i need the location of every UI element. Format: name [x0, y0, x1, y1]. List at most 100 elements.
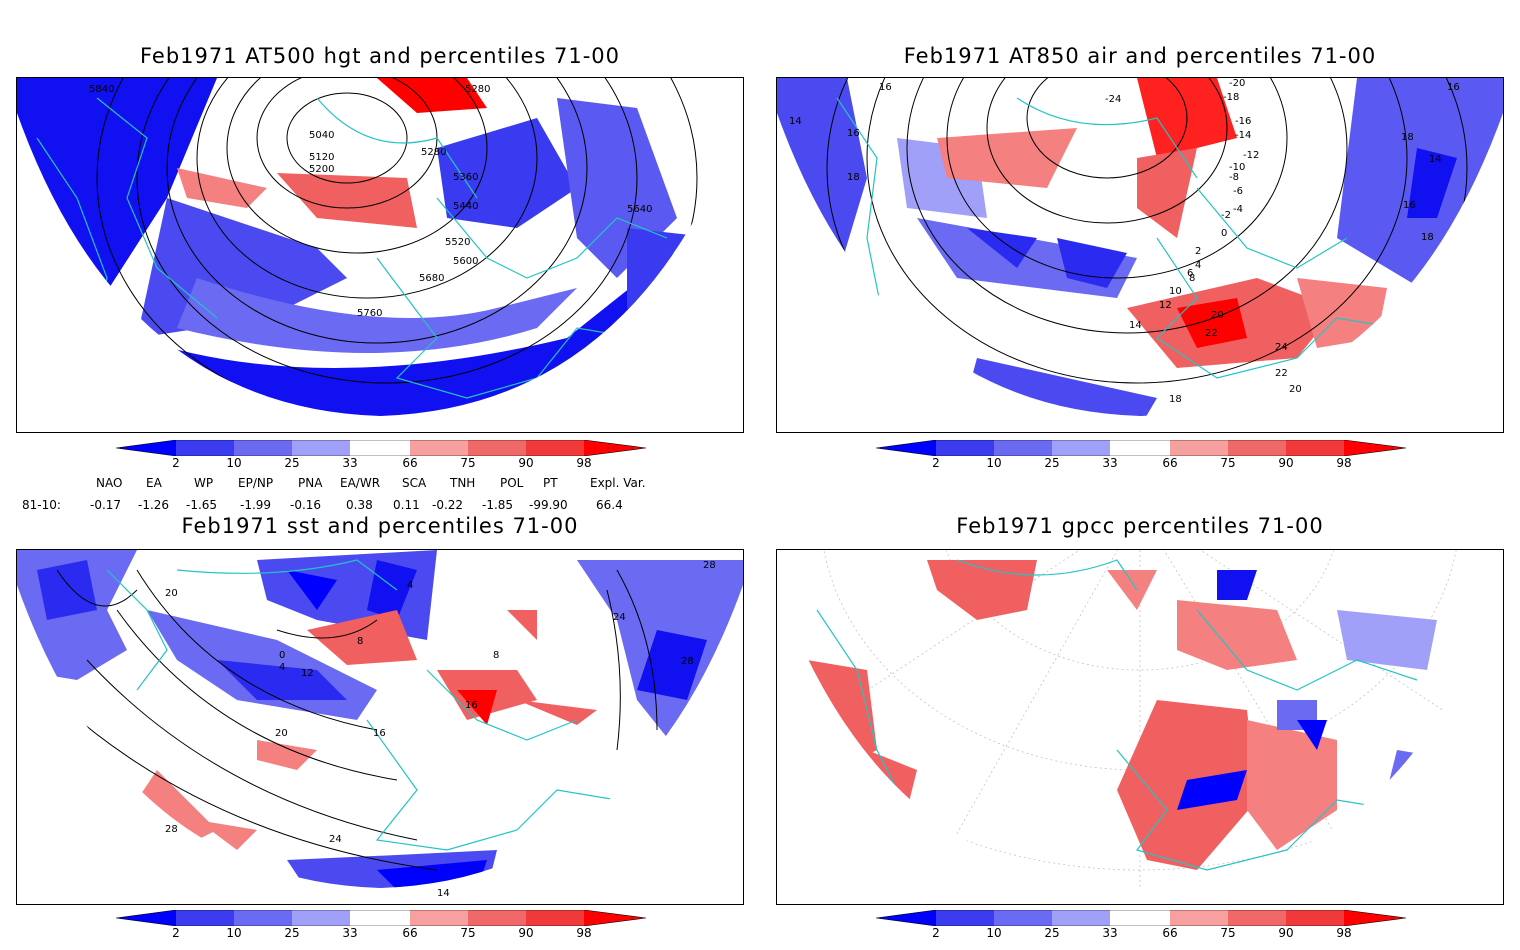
colorbar-label: 98 [576, 926, 592, 940]
svg-text:8: 8 [1189, 273, 1195, 284]
panel-title-hgt: Feb1971 AT500 hgt and percentiles 71-00 [139, 44, 620, 68]
svg-text:22: 22 [1205, 328, 1218, 339]
index-value: -99.90 [529, 498, 568, 512]
map-gpcc-svg [777, 550, 1503, 888]
colorbar-label: 33 [1102, 926, 1118, 940]
index-header: Expl. Var. [590, 476, 646, 490]
colorbar-label: 33 [342, 926, 358, 940]
index-header: EA/WR [340, 476, 381, 490]
colorbar-segment [176, 440, 234, 456]
colorbar-label: 66 [1162, 456, 1178, 470]
svg-text:22: 22 [1275, 368, 1288, 379]
svg-text:4: 4 [1195, 260, 1201, 271]
svg-text:5760: 5760 [357, 308, 382, 319]
svg-text:24: 24 [613, 612, 626, 623]
index-header: EP/NP [238, 476, 274, 490]
colorbar-label: 33 [342, 456, 358, 470]
colorbar-segment [350, 440, 410, 456]
svg-text:12: 12 [301, 668, 314, 679]
svg-text:-4: -4 [1233, 204, 1243, 215]
svg-text:5360: 5360 [453, 172, 478, 183]
colorbar-segment [526, 440, 584, 456]
svg-text:14: 14 [789, 116, 802, 127]
colorbar-label: 33 [1102, 456, 1118, 470]
index-row-label: 81-10: [22, 498, 61, 512]
svg-text:16: 16 [465, 700, 478, 711]
colorbar-label: 90 [518, 926, 534, 940]
colorbar-label: 2 [932, 926, 940, 940]
hgt-contour-labels: 5840 5280 5040 5120 5200 5280 5360 5440 … [89, 84, 652, 319]
colorbar-svg [115, 439, 647, 457]
svg-text:12: 12 [1159, 300, 1172, 311]
svg-text:2: 2 [1195, 246, 1201, 257]
svg-text:20: 20 [275, 728, 288, 739]
colorbar-label: 25 [1044, 456, 1060, 470]
colorbar-label: 66 [1162, 926, 1178, 940]
colorbar-label: 75 [1220, 926, 1236, 940]
index-value: -1.26 [138, 498, 170, 512]
svg-text:8: 8 [493, 650, 499, 661]
index-value: 66.4 [596, 498, 623, 512]
colorbar-label: 98 [1336, 926, 1352, 940]
svg-text:18: 18 [1169, 394, 1182, 405]
svg-text:24: 24 [329, 834, 342, 845]
svg-text:20: 20 [1289, 384, 1302, 395]
map-panel-gpcc [776, 549, 1504, 905]
colorbar-label: 10 [226, 926, 242, 940]
svg-text:16: 16 [1447, 82, 1460, 93]
svg-text:-12: -12 [1243, 150, 1259, 161]
svg-text:-16: -16 [1235, 116, 1251, 127]
index-value: -1.65 [186, 498, 218, 512]
colorbar-label: 2 [172, 926, 180, 940]
svg-text:24: 24 [1275, 342, 1288, 353]
colorbar-segment [234, 440, 292, 456]
svg-text:-8: -8 [1229, 172, 1239, 183]
svg-text:16: 16 [1403, 200, 1416, 211]
svg-text:4: 4 [407, 580, 413, 591]
map-panel-air: 16 14 16 18 -24 -20 -18 -16 -14 -12 -10 … [776, 77, 1504, 433]
index-value: -0.22 [432, 498, 464, 512]
colorbar-high-arrow [584, 440, 646, 456]
colorbar-svg [875, 909, 1407, 927]
svg-text:16: 16 [879, 82, 892, 93]
index-value: -0.17 [90, 498, 122, 512]
map-panel-sst: 20 0 4 8 12 16 20 24 28 4 8 16 24 28 28 … [16, 549, 744, 905]
svg-text:14: 14 [1129, 320, 1142, 331]
colorbar-svg [875, 439, 1407, 457]
map-hgt-svg: 5840 5280 5040 5120 5200 5280 5360 5440 … [17, 78, 743, 416]
colorbar-label: 98 [1336, 456, 1352, 470]
svg-text:5280: 5280 [421, 147, 446, 158]
index-value: -1.85 [482, 498, 514, 512]
svg-text:16: 16 [373, 728, 386, 739]
colorbar-svg [115, 909, 647, 927]
svg-text:4: 4 [279, 662, 285, 673]
svg-text:8: 8 [357, 636, 363, 647]
colorbar-label: 98 [576, 456, 592, 470]
svg-text:14: 14 [1429, 154, 1442, 165]
svg-text:5280: 5280 [465, 84, 490, 95]
svg-text:-20: -20 [1229, 78, 1245, 89]
svg-text:28: 28 [165, 824, 178, 835]
colorbar-label: 10 [226, 456, 242, 470]
svg-text:16: 16 [847, 128, 860, 139]
svg-text:28: 28 [681, 656, 694, 667]
svg-text:20: 20 [1211, 310, 1224, 321]
index-header: POL [500, 476, 524, 490]
colorbar-segment [410, 440, 468, 456]
svg-text:6: 6 [1187, 268, 1193, 279]
colorbar-label: 75 [1220, 456, 1236, 470]
colorbar-label: 66 [402, 926, 418, 940]
index-header: PNA [298, 476, 323, 490]
svg-text:-2: -2 [1221, 210, 1231, 221]
colorbar-sst: 2 10 25 33 66 75 90 98 [115, 909, 647, 950]
colorbar-label: 90 [1278, 456, 1294, 470]
map-panel-hgt: 5840 5280 5040 5120 5200 5280 5360 5440 … [16, 77, 744, 433]
colorbar-label: 10 [986, 926, 1002, 940]
colorbar-label: 25 [1044, 926, 1060, 940]
colorbar-label: 90 [518, 456, 534, 470]
index-value: -0.16 [290, 498, 322, 512]
index-header: EA [146, 476, 162, 490]
colorbar-label: 2 [172, 456, 180, 470]
colorbar-gpcc: 2 10 25 33 66 75 90 98 [875, 909, 1407, 950]
svg-text:5040: 5040 [309, 130, 334, 141]
